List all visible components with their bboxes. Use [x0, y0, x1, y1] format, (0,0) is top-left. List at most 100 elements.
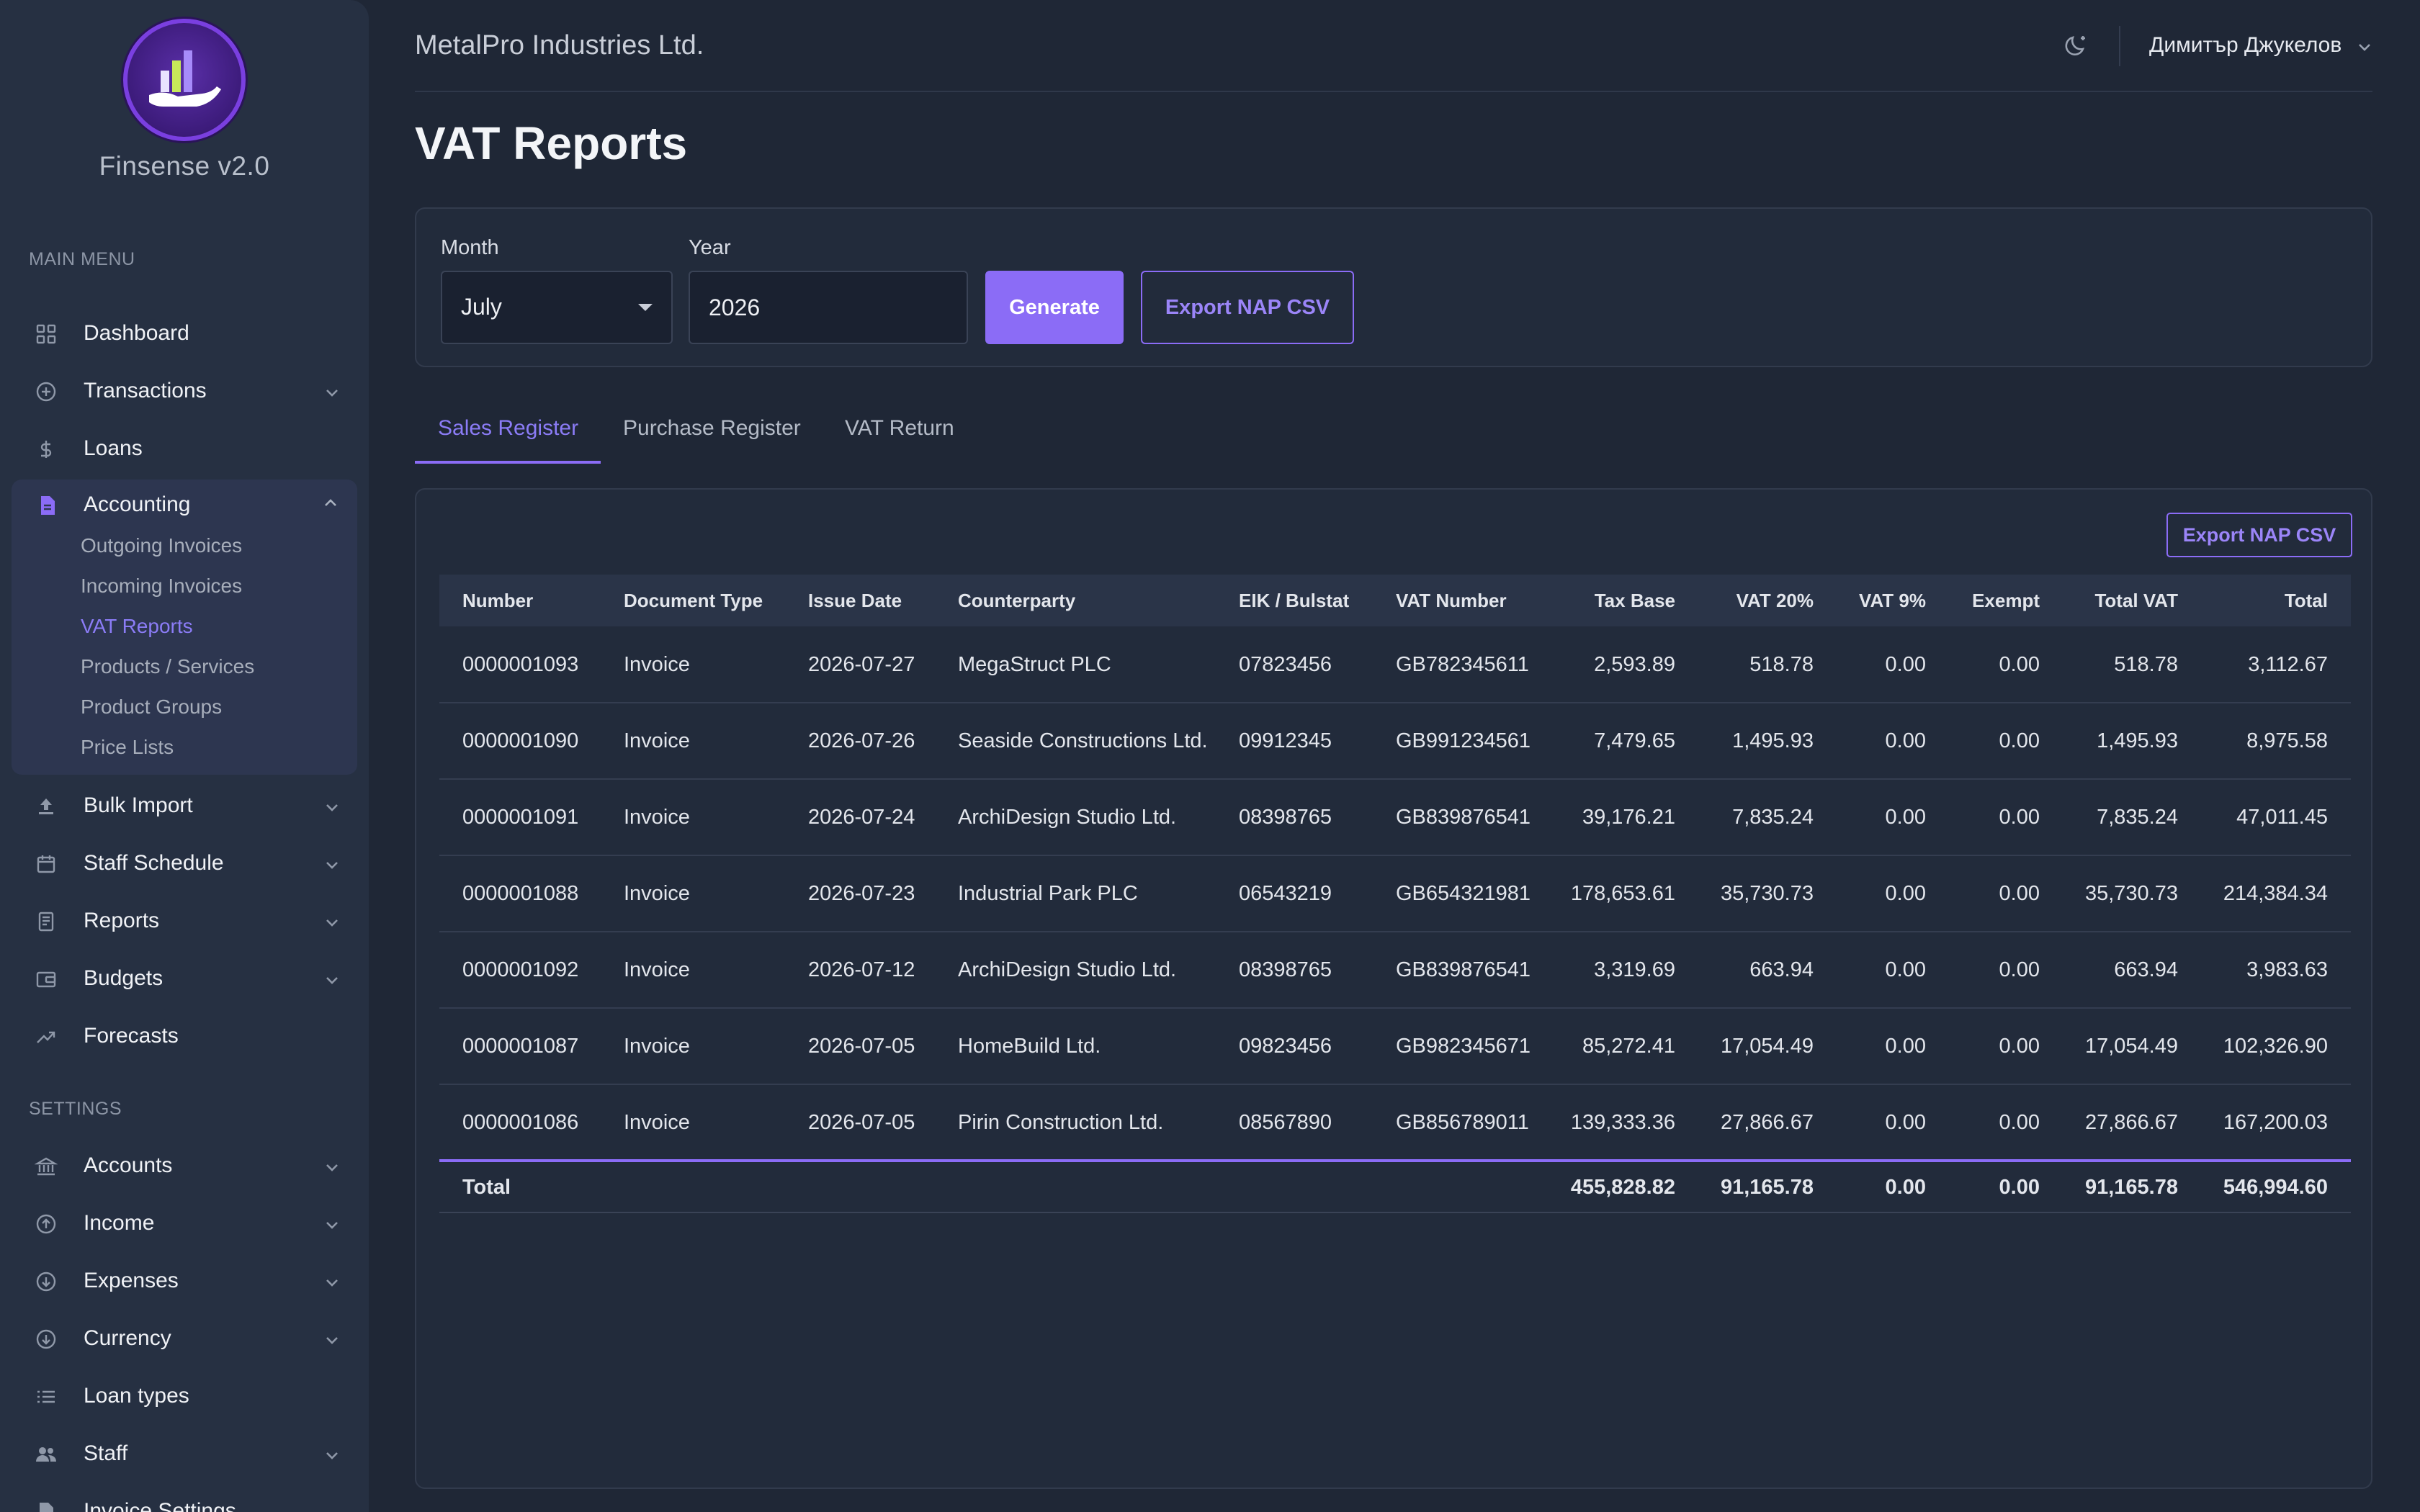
sidebar: Finsense v2.0 MAIN MENU Dashboard Transa… [0, 0, 369, 1512]
cell-vat-20: 7,835.24 [1698, 779, 1837, 856]
cell-number: 0000001088 [439, 855, 601, 932]
month-select[interactable]: July [441, 271, 673, 344]
cell-total: 3,112.67 [2201, 626, 2351, 703]
total-total-vat: 91,165.78 [2063, 1159, 2201, 1213]
chevron-up-icon[interactable] [321, 494, 340, 513]
chevron-down-icon[interactable] [323, 1215, 341, 1234]
sidebar-item-expenses[interactable]: Expenses [13, 1256, 357, 1308]
table-export-nap-csv-button[interactable]: Export NAP CSV [2166, 513, 2352, 557]
generate-button[interactable]: Generate [985, 271, 1124, 344]
sidebar-subitem-product-groups[interactable]: Product Groups [81, 696, 223, 718]
sidebar-subitem-products-services[interactable]: Products / Services [81, 655, 255, 678]
cell-number: 0000001090 [439, 703, 601, 780]
sidebar-item-accounting[interactable]: Accounting [12, 480, 357, 531]
column-header[interactable]: Counterparty [935, 575, 1216, 626]
dollar-icon [35, 438, 58, 461]
currency-circle-icon [35, 1328, 58, 1351]
year-input[interactable] [689, 271, 968, 344]
chevron-down-icon[interactable] [323, 798, 341, 816]
sidebar-item-budgets[interactable]: Budgets [13, 953, 357, 1005]
sidebar-item-label: Budgets [84, 966, 163, 990]
user-menu[interactable]: Димитър Джукелов [2149, 33, 2342, 57]
column-header[interactable]: EIK / Bulstat [1216, 575, 1373, 626]
sidebar-item-income[interactable]: Income [13, 1198, 357, 1250]
cell-exempt: 0.00 [1949, 1008, 2063, 1085]
table-row[interactable]: 0000001091 Invoice 2026-07-24 ArchiDesign S… [439, 779, 2351, 856]
sidebar-item-label: Bulk Import [84, 793, 193, 817]
column-header[interactable]: VAT Number [1373, 575, 1550, 626]
app-logo[interactable] [123, 19, 246, 141]
table-row[interactable]: 0000001086 Invoice 2026-07-05 Pirin Constru… [439, 1084, 2351, 1161]
column-header[interactable]: VAT 20% [1698, 575, 1837, 626]
sidebar-group-accounting: Accounting Outgoing Invoices Incoming In… [12, 480, 357, 775]
sidebar-item-label: Dashboard [84, 321, 189, 345]
sidebar-subitem-incoming-invoices[interactable]: Incoming Invoices [81, 575, 243, 597]
table-row[interactable]: 0000001087 Invoice 2026-07-05 HomeBuild Ltd… [439, 1008, 2351, 1085]
chevron-down-icon[interactable] [323, 1158, 341, 1176]
sidebar-item-bulk-import[interactable]: Bulk Import [13, 780, 357, 832]
sidebar-item-staff[interactable]: Staff [13, 1428, 357, 1480]
cell-total-vat: 17,054.49 [2063, 1008, 2201, 1085]
sidebar-item-reports[interactable]: Reports [13, 896, 357, 948]
cell-vat-number: GB654321981 [1373, 855, 1550, 932]
sidebar-subitem-vat-reports[interactable]: VAT Reports [81, 615, 193, 637]
export-nap-csv-button[interactable]: Export NAP CSV [1141, 271, 1354, 344]
wallet-icon [35, 968, 58, 991]
column-header[interactable]: Document Type [601, 575, 785, 626]
sidebar-subitem-outgoing-invoices[interactable]: Outgoing Invoices [81, 534, 243, 557]
column-header[interactable]: Tax Base [1550, 575, 1698, 626]
sidebar-item-forecasts[interactable]: Forecasts [13, 1011, 357, 1063]
moon-icon[interactable] [2064, 32, 2090, 58]
sidebar-item-label: Accounting [84, 492, 191, 516]
total-exempt: 0.00 [1949, 1159, 2063, 1213]
column-header[interactable]: Issue Date [785, 575, 935, 626]
cell-total-vat: 518.78 [2063, 626, 2201, 703]
bank-icon [34, 1155, 58, 1178]
tab-vat-return[interactable]: VAT Return [845, 416, 954, 440]
chevron-down-icon[interactable] [323, 383, 341, 402]
sidebar-item-dashboard[interactable]: Dashboard [13, 308, 357, 360]
sidebar-subitem-price-lists[interactable]: Price Lists [81, 736, 174, 758]
cell-counterparty: Seaside Constructions Ltd. [935, 703, 1216, 780]
column-header[interactable]: VAT 9% [1837, 575, 1949, 626]
sidebar-item-label: Accounts [84, 1153, 173, 1177]
cell-document-type: Invoice [601, 1008, 785, 1085]
cell-vat-9: 0.00 [1837, 1084, 1949, 1161]
cell-tax-base: 39,176.21 [1550, 779, 1698, 856]
cell-eik-bulstat: 08567890 [1216, 1084, 1373, 1161]
column-header[interactable]: Number [439, 575, 601, 626]
sales-register-table: Number Document Type Issue Date Counterp… [439, 575, 2351, 1213]
app-name: Finsense v2.0 [99, 151, 270, 181]
sidebar-item-accounts[interactable]: Accounts [13, 1140, 357, 1192]
table-row[interactable]: 0000001088 Invoice 2026-07-23 Industrial Pa… [439, 855, 2351, 932]
cell-total-vat: 1,495.93 [2063, 703, 2201, 780]
cell-number: 0000001091 [439, 779, 601, 856]
sidebar-item-invoice-settings[interactable]: Invoice Settings [13, 1486, 357, 1512]
chevron-down-icon[interactable] [323, 1273, 341, 1292]
chevron-down-icon[interactable] [323, 913, 341, 932]
sidebar-item-transactions[interactable]: Transactions [13, 366, 357, 418]
column-header[interactable]: Total [2201, 575, 2351, 626]
chevron-down-icon[interactable] [323, 855, 341, 874]
chevron-down-icon[interactable] [2355, 37, 2374, 56]
sidebar-item-loan-types[interactable]: Loan types [13, 1371, 357, 1423]
table-row[interactable]: 0000001090 Invoice 2026-07-26 Seaside Const… [439, 703, 2351, 780]
tab-sales-register[interactable]: Sales Register [438, 416, 579, 440]
chevron-down-icon[interactable] [323, 971, 341, 989]
cell-vat-9: 0.00 [1837, 1008, 1949, 1085]
table-row[interactable]: 0000001092 Invoice 2026-07-12 ArchiDesign S… [439, 932, 2351, 1009]
report-icon [35, 910, 58, 933]
sidebar-item-label: Loan types [84, 1384, 189, 1408]
sidebar-item-label: Transactions [84, 379, 207, 402]
header-separator [415, 91, 2372, 92]
column-header[interactable]: Exempt [1949, 575, 2063, 626]
chevron-down-icon[interactable] [323, 1331, 341, 1349]
sidebar-item-currency[interactable]: Currency [13, 1313, 357, 1365]
column-header[interactable]: Total VAT [2063, 575, 2201, 626]
sidebar-item-loans[interactable]: Loans [13, 423, 357, 475]
table-row[interactable]: 0000001093 Invoice 2026-07-27 MegaStruct PL… [439, 626, 2351, 703]
sidebar-item-staff-schedule[interactable]: Staff Schedule [13, 838, 357, 890]
tab-purchase-register[interactable]: Purchase Register [623, 416, 801, 440]
chevron-down-icon[interactable] [323, 1446, 341, 1464]
cell-eik-bulstat: 09912345 [1216, 703, 1373, 780]
